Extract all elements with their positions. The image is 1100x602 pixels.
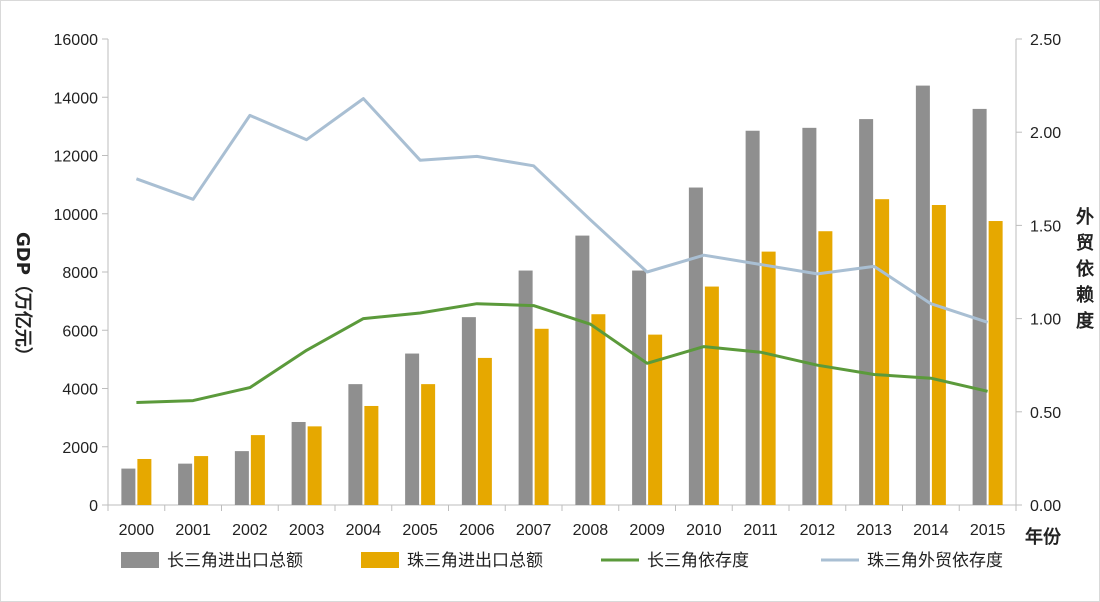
line-yangtze-dependence	[136, 302, 988, 404]
legend-label: 珠三角进出口总额	[407, 551, 543, 571]
bar-pearl-trade	[875, 199, 890, 505]
left-axis-title: GDP（万亿元）	[12, 232, 34, 365]
bar-yangtze-trade	[178, 463, 193, 505]
bar-yangtze-trade	[348, 384, 363, 505]
x-tick-label: 2004	[346, 522, 382, 539]
right-tick-label: 2.50	[1030, 32, 1061, 49]
bar-yangtze-trade	[859, 119, 874, 505]
bar-yangtze-trade	[802, 127, 817, 506]
right-tick-label: 1.50	[1030, 218, 1061, 235]
bar-yangtze-trade	[632, 270, 647, 505]
bar-pearl-trade	[534, 328, 549, 505]
right-tick-label: 1.00	[1030, 312, 1061, 329]
bar-yangtze-trade	[518, 270, 533, 505]
left-tick-label: 6000	[62, 323, 98, 340]
right-tick-label: 0.50	[1030, 405, 1061, 422]
left-tick-label: 14000	[54, 90, 99, 107]
bar-pearl-trade	[307, 426, 322, 505]
left-tick-label: 0	[89, 498, 98, 515]
legend-label: 长三角依存度	[647, 551, 749, 571]
x-axis-title: 年份	[1025, 526, 1062, 548]
bar-pearl-trade	[931, 205, 946, 505]
left-tick-label: 2000	[62, 440, 98, 457]
bar-pearl-trade	[421, 384, 436, 505]
bar-pearl-trade	[194, 456, 209, 505]
left-tick-label: 8000	[62, 265, 98, 282]
x-tick-label: 2014	[913, 522, 949, 539]
x-tick-label: 2012	[800, 522, 836, 539]
x-tick-label: 2005	[402, 522, 438, 539]
legend-swatch	[361, 552, 399, 568]
bar-yangtze-trade	[121, 468, 136, 505]
x-tick-label: 2001	[175, 522, 211, 539]
bar-yangtze-trade	[405, 353, 420, 505]
bar-yangtze-trade	[461, 317, 476, 505]
right-axis-title-char: 贸	[1076, 232, 1094, 254]
right-axis-title-char: 赖	[1076, 284, 1094, 306]
bar-pearl-trade	[761, 251, 776, 505]
bar-yangtze-trade	[972, 108, 987, 506]
x-tick-label: 2015	[970, 522, 1006, 539]
bar-yangtze-trade	[234, 451, 249, 505]
bar-pearl-trade	[591, 314, 606, 505]
bar-pearl-trade	[704, 286, 719, 505]
x-tick-label: 2007	[516, 522, 552, 539]
x-tick-label: 2006	[459, 522, 495, 539]
bar-pearl-trade	[137, 458, 152, 505]
bar-pearl-trade	[648, 334, 663, 505]
bar-yangtze-trade	[745, 130, 760, 505]
bar-pearl-trade	[477, 357, 492, 505]
x-tick-label: 2009	[629, 522, 665, 539]
x-tick-label: 2011	[743, 522, 778, 539]
left-tick-label: 16000	[54, 32, 99, 49]
bar-yangtze-trade	[291, 421, 306, 505]
x-tick-label: 2010	[686, 522, 722, 539]
right-axis-title-char: 依	[1076, 258, 1095, 280]
left-tick-label: 4000	[62, 382, 98, 399]
right-tick-label: 2.00	[1030, 125, 1061, 142]
bar-pearl-trade	[250, 435, 265, 505]
x-tick-label: 2003	[289, 522, 325, 539]
bar-pearl-trade	[364, 405, 379, 505]
bar-pearl-trade	[988, 221, 1003, 505]
bar-yangtze-trade	[688, 187, 703, 505]
x-tick-label: 2008	[573, 522, 609, 539]
line-pearl-dependence	[135, 97, 989, 324]
bar-yangtze-trade	[575, 235, 590, 505]
legend-label: 珠三角外贸依存度	[867, 551, 1003, 571]
left-tick-label: 12000	[54, 149, 99, 166]
plot-area: 0 2000 4000 6000 8000 10000 12000 14000 16000 0.0…	[12, 32, 1095, 571]
legend-swatch	[121, 552, 159, 568]
legend-label: 长三角进出口总额	[167, 551, 303, 571]
bar-pearl-trade	[818, 231, 833, 505]
bar-yangtze-trade	[915, 85, 930, 505]
right-axis-title-char: 外	[1076, 206, 1094, 228]
right-axis-title-char: 度	[1076, 310, 1095, 332]
x-tick-label: 2002	[232, 522, 268, 539]
x-tick-label: 2013	[856, 522, 892, 539]
x-tick-label: 2000	[119, 522, 155, 539]
right-tick-label: 0.00	[1030, 498, 1061, 515]
left-tick-label: 10000	[54, 207, 99, 224]
